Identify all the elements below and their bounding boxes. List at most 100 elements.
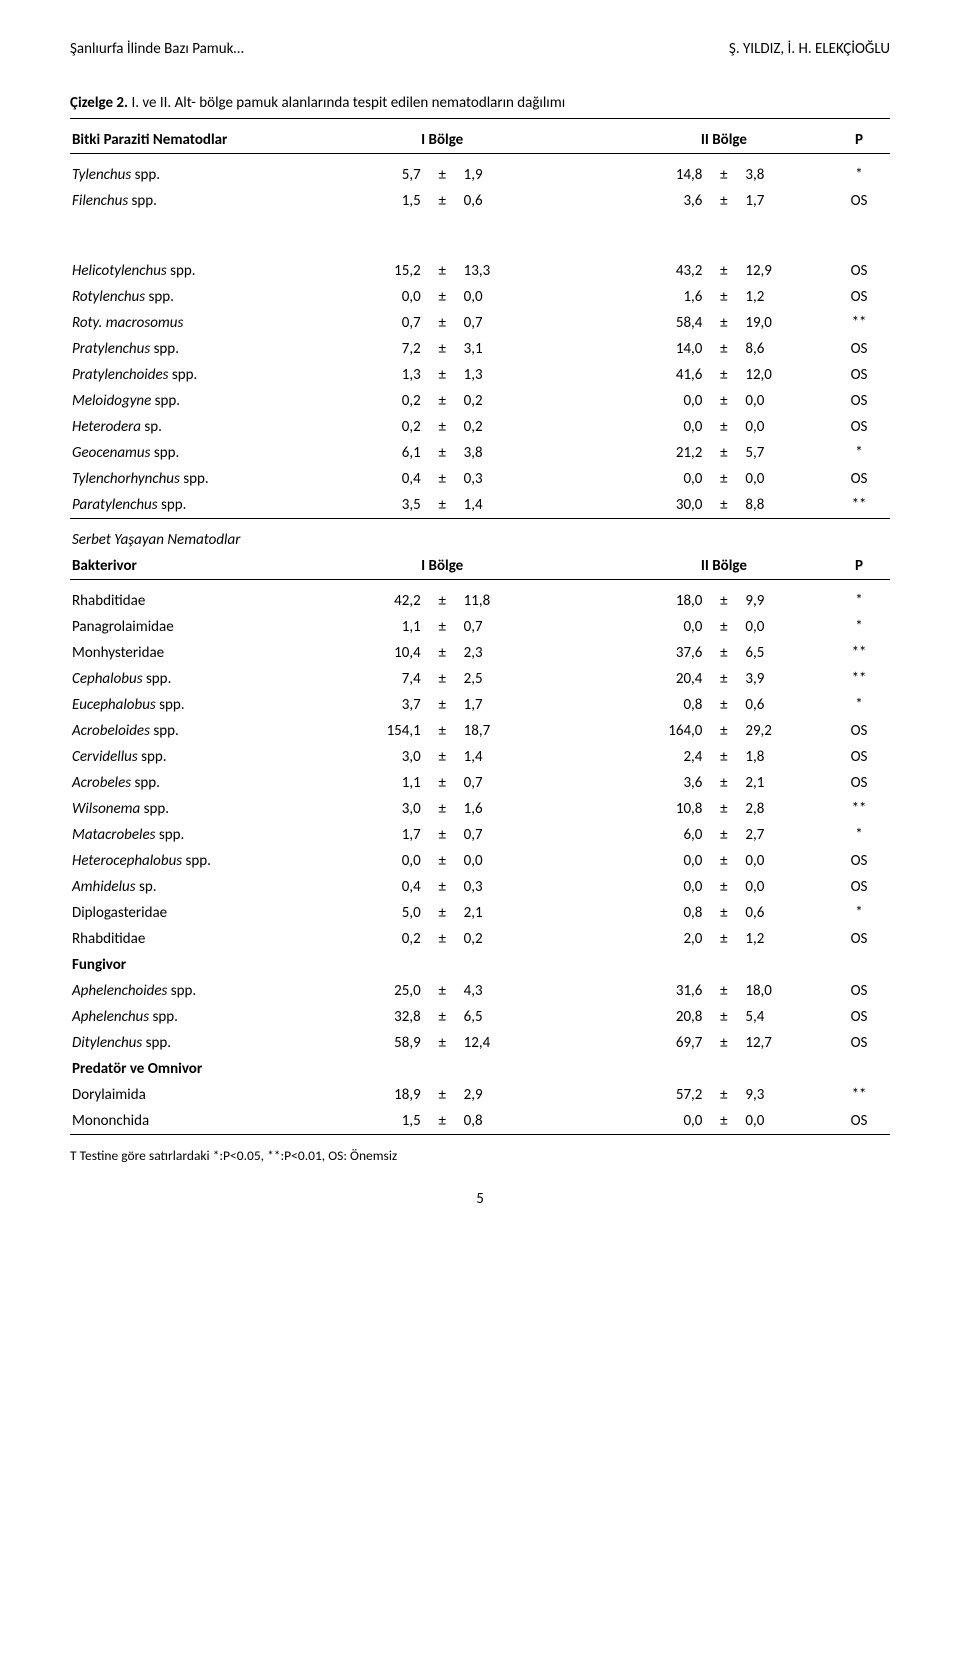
- cell: 18,0: [620, 588, 705, 614]
- cell: OS: [828, 188, 890, 214]
- cell: 19,0: [743, 310, 828, 336]
- cell: ±: [423, 822, 462, 848]
- table-row: Monhysteridae10,4±2,337,6±6,5**: [70, 640, 890, 666]
- cell: 31,6: [620, 978, 705, 1004]
- cell: [546, 414, 619, 440]
- cell: 37,6: [620, 640, 705, 666]
- cell: 1,7: [338, 822, 423, 848]
- cell: 12,7: [743, 1030, 828, 1056]
- row-label: Aphelenchus spp.: [70, 1004, 338, 1030]
- cell: 0,7: [462, 822, 547, 848]
- cell: 3,7: [338, 692, 423, 718]
- table-row: Acrobeles spp.1,1±0,73,6±2,1OS: [70, 770, 890, 796]
- cell: 0,4: [338, 874, 423, 900]
- cell: ±: [704, 1030, 743, 1056]
- cell: 0,0: [338, 284, 423, 310]
- cell: 0,2: [462, 414, 547, 440]
- cell: *: [828, 162, 890, 188]
- cell: **: [828, 640, 890, 666]
- cell: ±: [423, 770, 462, 796]
- col-region2: II Bölge: [620, 127, 828, 154]
- row-label: Acrobeloides spp.: [70, 718, 338, 744]
- table-row: Rhabditidae0,2±0,22,0±1,2OS: [70, 926, 890, 952]
- cell: 10,8: [620, 796, 705, 822]
- cell: [546, 718, 619, 744]
- cell: ±: [704, 692, 743, 718]
- cell: ±: [704, 414, 743, 440]
- caption-label: Çizelge 2.: [70, 94, 128, 112]
- row-label: Helicotylenchus spp.: [70, 258, 338, 284]
- row-label: Roty. macrosomus: [70, 310, 338, 336]
- table-row: Wilsonema spp.3,0±1,610,8±2,8**: [70, 796, 890, 822]
- cell: **: [828, 492, 890, 519]
- page-number: 5: [70, 1190, 890, 1208]
- col-p: P: [828, 127, 890, 154]
- cell: 5,7: [338, 162, 423, 188]
- cell: OS: [828, 1108, 890, 1135]
- row-label: Eucephalobus spp.: [70, 692, 338, 718]
- cell: 14,0: [620, 336, 705, 362]
- cell: 1,5: [338, 1108, 423, 1135]
- cell: 13,3: [462, 258, 547, 284]
- cell: 2,7: [743, 822, 828, 848]
- cell: ±: [704, 900, 743, 926]
- cell: ±: [704, 588, 743, 614]
- cell: ±: [423, 466, 462, 492]
- cell: 1,2: [743, 926, 828, 952]
- cell: [546, 1004, 619, 1030]
- cell: ±: [423, 744, 462, 770]
- cell: 0,8: [462, 1108, 547, 1135]
- cell: ±: [423, 666, 462, 692]
- row-label: Rhabditidae: [70, 926, 338, 952]
- table-row: Matacrobeles spp.1,7±0,76,0±2,7*: [70, 822, 890, 848]
- cell: [546, 666, 619, 692]
- cell: [546, 284, 619, 310]
- table-row: Geocenamus spp.6,1±3,821,2±5,7*: [70, 440, 890, 466]
- cell: 8,6: [743, 336, 828, 362]
- cell: 0,0: [743, 848, 828, 874]
- cell: [546, 796, 619, 822]
- cell: 14,8: [620, 162, 705, 188]
- cell: 0,7: [462, 770, 547, 796]
- cell: 3,6: [620, 770, 705, 796]
- row-label: Panagrolaimidae: [70, 614, 338, 640]
- row-label: Amhidelus sp.: [70, 874, 338, 900]
- cell: 0,8: [620, 692, 705, 718]
- cell: OS: [828, 848, 890, 874]
- cell: 1,2: [743, 284, 828, 310]
- cell: [546, 614, 619, 640]
- row-label: Ditylenchus spp.: [70, 1030, 338, 1056]
- cell: ±: [423, 1004, 462, 1030]
- cell: ±: [704, 188, 743, 214]
- cell: ±: [423, 310, 462, 336]
- cell: [546, 492, 619, 519]
- cell: 4,3: [462, 978, 547, 1004]
- cell: ±: [423, 978, 462, 1004]
- cell: ±: [704, 362, 743, 388]
- cell: ±: [423, 440, 462, 466]
- cell: ±: [704, 978, 743, 1004]
- cell: 2,3: [462, 640, 547, 666]
- cell: ±: [704, 718, 743, 744]
- cell: 7,2: [338, 336, 423, 362]
- cell: 0,0: [620, 874, 705, 900]
- cell: 0,7: [338, 310, 423, 336]
- cell: 0,6: [743, 692, 828, 718]
- cell: ±: [704, 640, 743, 666]
- cell: OS: [828, 336, 890, 362]
- col-region1-2: I Bölge: [338, 553, 546, 580]
- cell: 69,7: [620, 1030, 705, 1056]
- cell: 1,4: [462, 744, 547, 770]
- cell: 0,2: [462, 926, 547, 952]
- table-row: Eucephalobus spp.3,7±1,70,8±0,6*: [70, 692, 890, 718]
- cell: ±: [704, 388, 743, 414]
- cell: [546, 1030, 619, 1056]
- cell: ±: [423, 414, 462, 440]
- cell: 21,2: [620, 440, 705, 466]
- row-label: Filenchus spp.: [70, 188, 338, 214]
- cell: 3,6: [620, 188, 705, 214]
- cell: ±: [704, 770, 743, 796]
- cell: 11,8: [462, 588, 547, 614]
- cell: [546, 640, 619, 666]
- cell: 1,9: [462, 162, 547, 188]
